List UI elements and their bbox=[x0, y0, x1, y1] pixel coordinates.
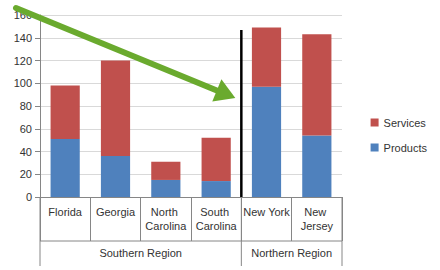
svg-text:20: 20 bbox=[20, 168, 32, 180]
svg-text:Jersey: Jersey bbox=[301, 220, 334, 232]
svg-text:Carolina: Carolina bbox=[196, 220, 238, 232]
svg-text:100: 100 bbox=[14, 77, 32, 89]
svg-text:80: 80 bbox=[20, 100, 32, 112]
svg-text:South: South bbox=[200, 206, 232, 218]
svg-text:Products: Products bbox=[384, 142, 428, 154]
svg-text:Northern Region: Northern Region bbox=[251, 247, 332, 259]
svg-text:60: 60 bbox=[20, 123, 32, 135]
svg-text:120: 120 bbox=[14, 55, 32, 67]
svg-text:Florida: Florida bbox=[48, 206, 83, 218]
svg-text:Georgia: Georgia bbox=[96, 206, 136, 218]
svg-text:0: 0 bbox=[26, 191, 32, 203]
svg-text:40: 40 bbox=[20, 146, 32, 158]
svg-text:Services: Services bbox=[384, 117, 427, 129]
svg-text:Carolina: Carolina bbox=[145, 220, 187, 232]
svg-text:New: New bbox=[304, 206, 329, 218]
svg-text:North: North bbox=[151, 206, 181, 218]
svg-text:140: 140 bbox=[14, 32, 32, 44]
svg-text:New York: New York bbox=[243, 206, 290, 218]
svg-text:Southern Region: Southern Region bbox=[99, 247, 182, 259]
